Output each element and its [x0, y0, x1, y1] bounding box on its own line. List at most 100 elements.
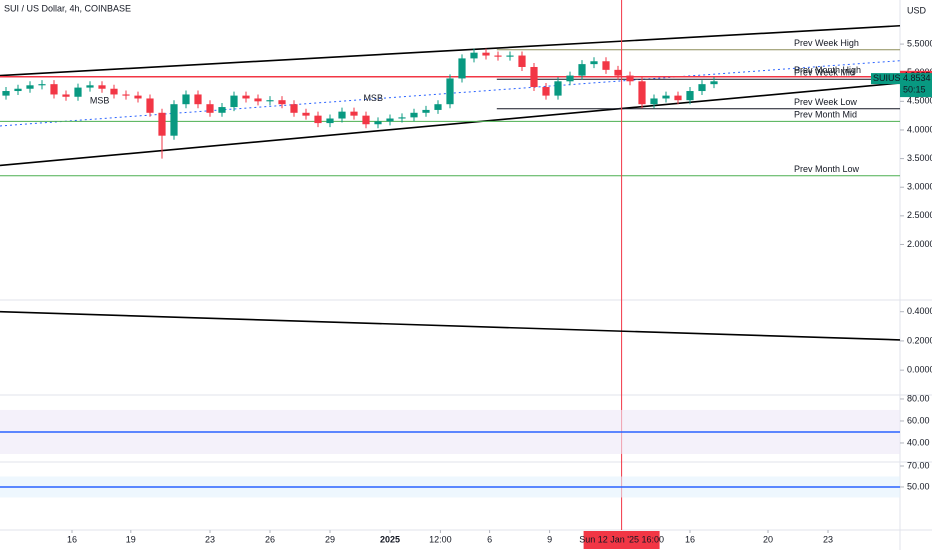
y-tick-label: 50.00 [907, 481, 930, 491]
currency: USD [907, 5, 927, 15]
candle-body [530, 66, 538, 88]
candle-body [626, 75, 634, 82]
candle-body [578, 64, 586, 76]
candle-body [638, 81, 646, 105]
candle-body [314, 115, 322, 124]
y-tick-label: 0.2000 [907, 335, 932, 345]
trendline [0, 24, 901, 77]
candle-body [290, 104, 298, 113]
candle-body [698, 84, 706, 92]
countdown: 50:15 [903, 84, 926, 94]
y-tick-label: 3.5000 [907, 153, 932, 163]
candle-body [422, 109, 430, 113]
level-label: Prev Month High [794, 65, 861, 75]
candle-body [482, 52, 490, 56]
candle-body [458, 58, 466, 79]
candle-body [566, 75, 574, 82]
x-tick-label: 23 [823, 534, 833, 544]
symbol-label: SUIUSD [873, 73, 908, 83]
y-tick-label: 2.5000 [907, 210, 932, 220]
candle-body [98, 85, 106, 89]
crosshair-label: Sun 12 Jan '25 16:00 [579, 534, 664, 544]
candle-body [62, 94, 70, 97]
level-label: Prev Month Mid [794, 110, 857, 120]
candle-body [242, 95, 250, 99]
candle-body [14, 88, 22, 92]
y-tick-label: 5.5000 [907, 38, 932, 48]
candle-body [50, 84, 58, 95]
candle-body [122, 94, 130, 96]
x-tick-label: 6 [487, 534, 492, 544]
candle-body [2, 91, 10, 96]
x-tick-label: 12:00 [429, 534, 452, 544]
x-tick-label: 9 [547, 534, 552, 544]
candle-body [674, 95, 682, 101]
candle-body [434, 104, 442, 110]
candle-body [518, 55, 526, 67]
trendline [0, 310, 901, 341]
candle-body [554, 81, 562, 96]
candle-body [26, 85, 34, 89]
candle-body [74, 87, 82, 97]
candle-body [686, 91, 694, 101]
candle-body [110, 88, 118, 95]
y-tick-label: 0.4000 [907, 306, 932, 316]
candle-body [302, 112, 310, 116]
candle-body [206, 104, 214, 113]
candle-body [254, 98, 262, 102]
candle-body [362, 115, 370, 125]
y-tick-label: 4.5000 [907, 96, 932, 106]
candle-body [326, 118, 334, 124]
y-tick-label: 2.0000 [907, 239, 932, 249]
x-tick-label: 19 [126, 534, 136, 544]
candle-body [398, 117, 406, 119]
level-label: Prev Month Low [794, 164, 860, 174]
candle-body [170, 104, 178, 136]
candle-body [410, 112, 418, 118]
candle-body [446, 78, 454, 105]
candle-body [602, 61, 610, 70]
x-tick-label: 2025 [380, 534, 400, 544]
candle-body [710, 81, 718, 85]
x-tick-label: 16 [685, 534, 695, 544]
level-label: Prev Week Mid [794, 68, 855, 78]
y-tick-label: 40.00 [907, 437, 930, 447]
candle-body [494, 55, 502, 57]
x-tick-label: 20 [763, 534, 773, 544]
annotation: MSB [363, 93, 383, 103]
y-tick-label: 70.00 [907, 460, 930, 470]
candle-body [374, 121, 382, 125]
candle-body [134, 95, 142, 99]
candle-body [338, 111, 346, 119]
candle-body [662, 95, 670, 99]
symbol-tag [871, 73, 900, 85]
x-tick-label: 29 [325, 534, 335, 544]
candle-body [158, 112, 166, 136]
candle-body [614, 69, 622, 76]
candle-body [86, 85, 94, 88]
candle-body [230, 95, 238, 108]
candle-body [278, 100, 286, 105]
candle-body [386, 118, 394, 122]
chart-title: SUI / US Dollar, 4h, COINBASE [4, 3, 131, 13]
x-tick-label: 16 [67, 534, 77, 544]
x-tick-label: 23 [205, 534, 215, 544]
candle-body [182, 94, 190, 105]
level-label: Prev Week Low [794, 97, 857, 107]
y-tick-label: 3.0000 [907, 182, 932, 192]
annotation: MSB [90, 96, 110, 106]
trendline [0, 82, 901, 167]
crosshair-tag [583, 531, 660, 549]
candle-body [38, 84, 46, 86]
candle-body [266, 100, 274, 102]
x-tick-label: 26 [265, 534, 275, 544]
y-tick-label: 4.0000 [907, 124, 932, 134]
candle-body [194, 94, 202, 105]
candle-body [146, 98, 154, 113]
candle-body [650, 98, 658, 105]
y-tick-label: 0.0000 [907, 365, 932, 375]
y-tick-label: 60.00 [907, 415, 930, 425]
candle-body [470, 52, 478, 59]
